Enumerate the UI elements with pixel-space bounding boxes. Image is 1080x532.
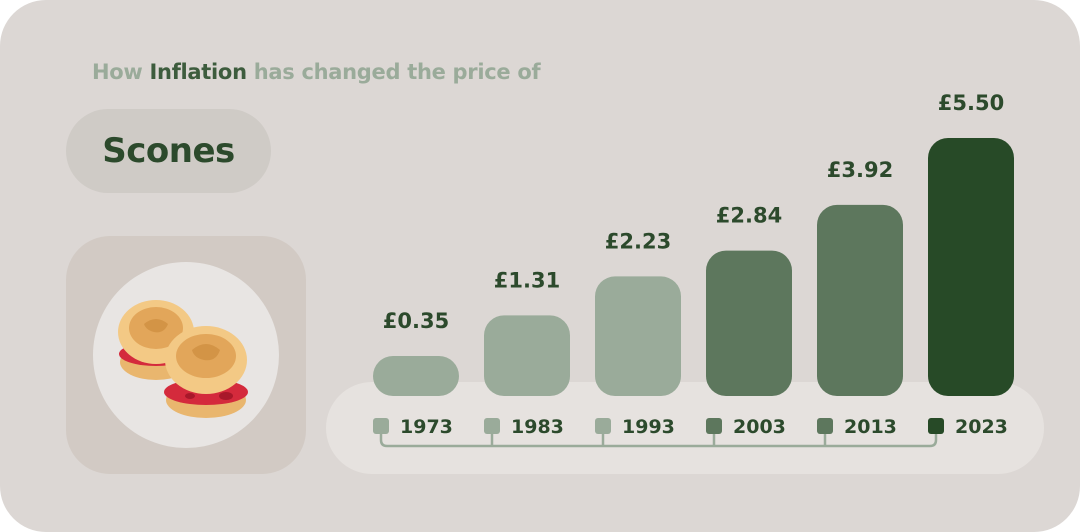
category-label: 1973 (400, 416, 453, 438)
category-marker (595, 418, 611, 434)
category-label: 2023 (955, 416, 1008, 438)
category-marker (706, 418, 722, 434)
chart-subtitle: How Inflation has changed the price of (92, 60, 541, 84)
scones-icon-panel (66, 236, 306, 474)
axis-panel (326, 382, 1044, 474)
scones-plate-icon (93, 262, 279, 448)
bar-value-label: £0.35 (383, 309, 449, 333)
bar (706, 250, 792, 396)
category-marker (817, 418, 833, 434)
category-marker (484, 418, 500, 434)
bar (373, 356, 459, 396)
axis-bracket-line (379, 432, 938, 448)
bar-value-label: £5.50 (938, 91, 1004, 115)
bar (484, 315, 570, 396)
bar (817, 204, 903, 396)
category-label: 2013 (844, 416, 897, 438)
item-title-pill: Scones (66, 109, 271, 193)
bar-value-label: £2.23 (605, 229, 671, 253)
subtitle-pre: How (92, 60, 143, 84)
subtitle-highlight: Inflation (149, 60, 247, 84)
bar (595, 276, 681, 396)
scone-front (164, 326, 248, 418)
subtitle-post: has changed the price of (253, 60, 541, 84)
category-marker (928, 418, 944, 434)
item-title: Scones (102, 131, 235, 171)
bar-value-label: £3.92 (827, 158, 893, 182)
category-label: 2003 (733, 416, 786, 438)
category-label: 1983 (511, 416, 564, 438)
bar-value-label: £2.84 (716, 204, 782, 228)
bar (928, 138, 1014, 396)
bar-value-label: £1.31 (494, 268, 560, 292)
category-marker (373, 418, 389, 434)
category-label: 1993 (622, 416, 675, 438)
